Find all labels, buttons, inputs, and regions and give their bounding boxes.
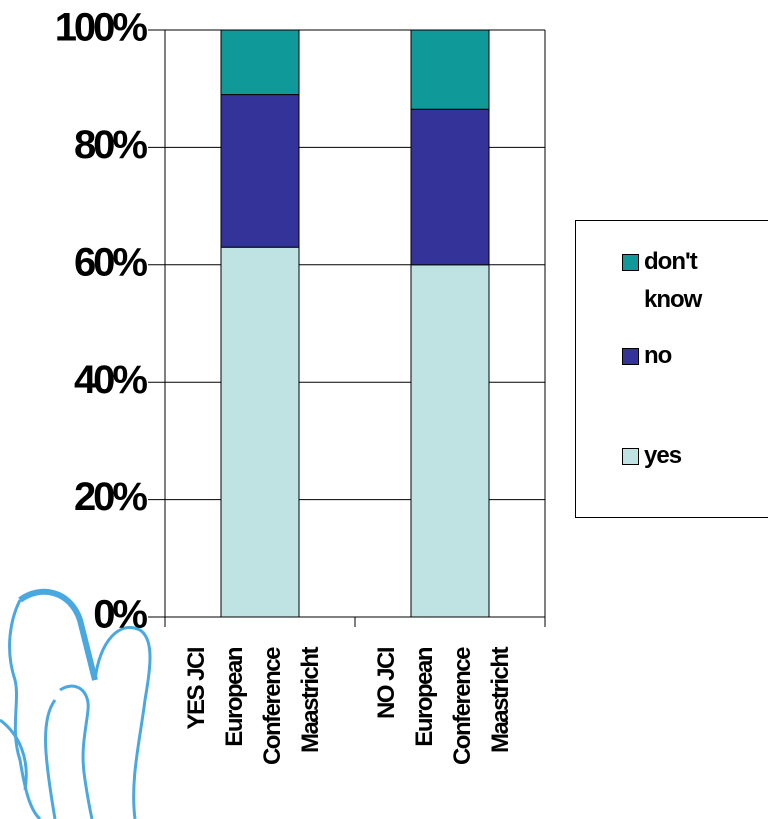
legend-label: don't know bbox=[644, 248, 702, 313]
bar-segment bbox=[220, 246, 300, 618]
y-tick-label: 60% bbox=[74, 240, 147, 284]
bar-segment bbox=[220, 29, 300, 96]
legend-label: yes bbox=[644, 442, 682, 469]
x-tick-label: Maastricht bbox=[297, 647, 324, 754]
bar-segment bbox=[220, 94, 300, 248]
legend-swatch bbox=[622, 448, 639, 465]
x-tick-label: Maastricht bbox=[487, 647, 514, 754]
y-tick-label: 80% bbox=[74, 123, 147, 167]
legend-label: no bbox=[644, 342, 672, 369]
legend: yes no don't know bbox=[575, 220, 768, 518]
x-tick-label: Conference bbox=[449, 647, 476, 765]
logo bbox=[0, 588, 152, 819]
legend-item: no bbox=[622, 337, 732, 375]
x-tick-label: Conference bbox=[259, 647, 286, 765]
bar-segment bbox=[410, 264, 490, 618]
x-tick-label: European bbox=[221, 647, 248, 747]
bar-segment bbox=[410, 108, 490, 266]
legend-swatch bbox=[622, 348, 639, 365]
legend-item: don't know bbox=[622, 243, 732, 319]
y-tick-label: 20% bbox=[74, 475, 147, 519]
y-tick-label: 0% bbox=[93, 593, 147, 637]
legend-item: yes bbox=[622, 437, 732, 475]
y-tick-label: 100% bbox=[55, 6, 148, 50]
legend-swatch bbox=[622, 254, 639, 271]
x-tick-label: European bbox=[411, 647, 438, 747]
x-tick-label: YES JCI bbox=[183, 647, 210, 729]
x-tick-label: NO JCI bbox=[373, 647, 400, 719]
y-tick-label: 40% bbox=[74, 358, 147, 402]
bar-segment bbox=[410, 29, 490, 110]
